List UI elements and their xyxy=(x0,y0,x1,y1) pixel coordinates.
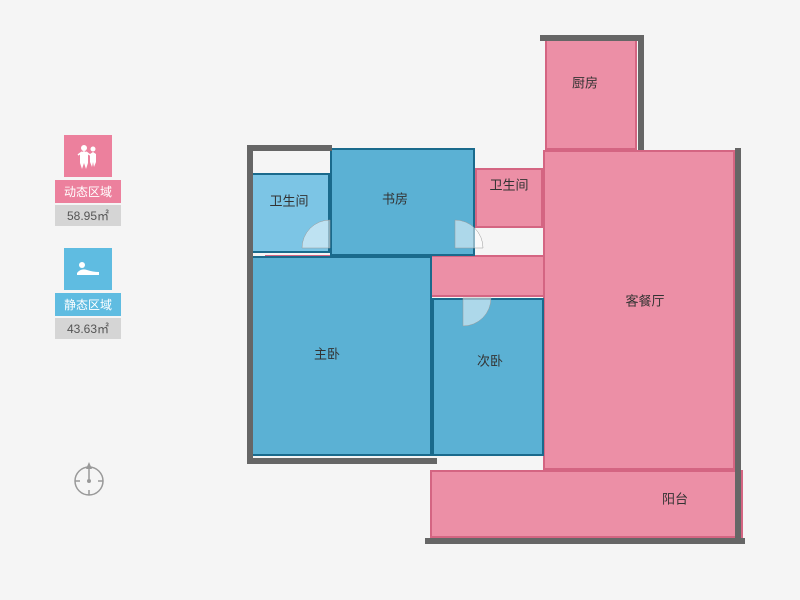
wall xyxy=(425,538,745,544)
room-living xyxy=(543,150,735,470)
wall xyxy=(247,458,437,464)
legend-panel: 动态区域 58.95㎡ 静态区域 43.63㎡ xyxy=(55,135,121,361)
room-kitchen xyxy=(545,35,637,150)
people-icon xyxy=(64,135,112,177)
wall xyxy=(638,35,644,150)
wall xyxy=(247,145,332,151)
legend-dynamic-value: 58.95㎡ xyxy=(55,205,121,226)
room-master xyxy=(250,256,432,456)
legend-dynamic: 动态区域 58.95㎡ xyxy=(55,135,121,226)
wall xyxy=(247,145,253,460)
legend-static: 静态区域 43.63㎡ xyxy=(55,248,121,339)
room-bath2 xyxy=(475,168,543,228)
legend-dynamic-label: 动态区域 xyxy=(55,180,121,203)
rest-icon xyxy=(64,248,112,290)
room-balcony xyxy=(430,470,743,538)
legend-static-value: 43.63㎡ xyxy=(55,318,121,339)
door-arc xyxy=(433,268,493,328)
wall xyxy=(735,148,741,543)
wall xyxy=(540,35,640,41)
floorplan: 厨房卫生间客餐厅阳台卫生间书房主卧次卧 xyxy=(215,20,755,565)
legend-static-label: 静态区域 xyxy=(55,293,121,316)
door-arc xyxy=(300,218,360,278)
compass-icon xyxy=(72,458,106,503)
